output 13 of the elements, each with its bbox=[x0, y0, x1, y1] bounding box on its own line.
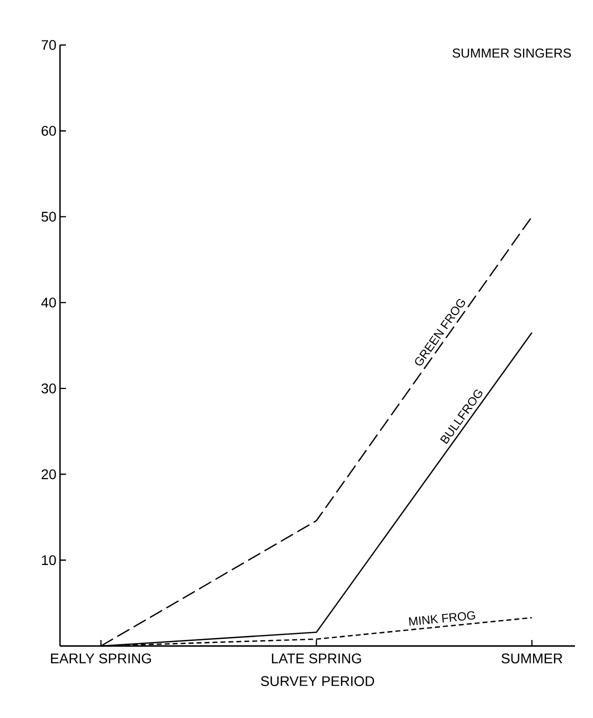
x-axis-title: SURVEY PERIOD bbox=[260, 676, 374, 686]
chart-title: SUMMER SINGERS bbox=[452, 48, 571, 58]
y-tick-label: 50 bbox=[42, 212, 56, 222]
y-tick-label: 20 bbox=[42, 469, 56, 480]
y-tick-label: 40 bbox=[41, 298, 56, 308]
x-tick-label: SUMMER bbox=[502, 653, 562, 664]
y-tick-label: 70 bbox=[42, 40, 56, 50]
y-tick-label: 30 bbox=[41, 383, 56, 394]
x-tick-label: EARLY SPRING bbox=[51, 653, 151, 664]
y-tick-label: 60 bbox=[42, 126, 56, 136]
y-tick-label: 10 bbox=[42, 555, 56, 566]
text: MINK FROG bbox=[408, 611, 476, 626]
x-tick-label: LATE SPRING bbox=[272, 653, 361, 664]
